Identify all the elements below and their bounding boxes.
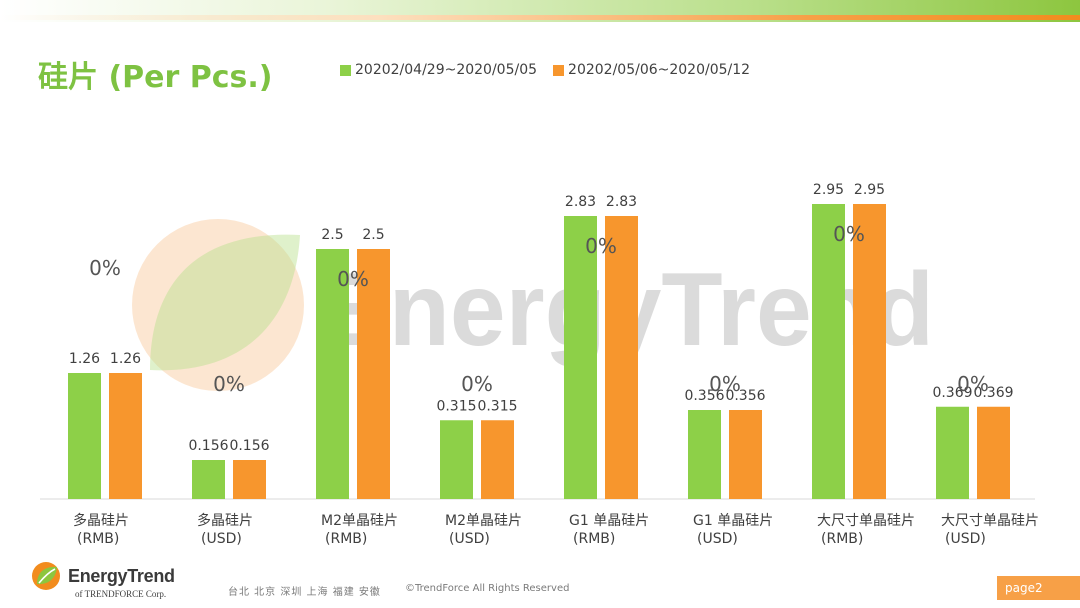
bar-series-1 <box>688 410 721 499</box>
x-tick-label-name: 多晶硅片 <box>73 512 129 529</box>
legend-item-series-2: 20202/05/06~2020/05/12 <box>553 62 750 78</box>
change-label: 0% <box>957 372 989 396</box>
bar-series-2 <box>109 373 142 499</box>
top-decoration-line <box>0 15 1080 20</box>
data-label-series-2: 1.26 <box>110 351 141 367</box>
bar-series-2 <box>233 460 266 499</box>
footer-logo-subtitle: of TRENDFORCE Corp. <box>75 589 167 599</box>
data-label-series-2: 2.83 <box>606 194 637 210</box>
data-label-series-1: 2.5 <box>321 227 343 243</box>
bar-series-2 <box>977 406 1010 499</box>
bar-chart: EnergyTrend1.261.260%多晶硅片(RMB)0.1560.156… <box>40 182 1039 547</box>
footer-copyright: ©TrendForce All Rights Reserved <box>405 583 570 594</box>
bar-series-2 <box>605 216 638 499</box>
legend-swatch-green <box>340 64 351 76</box>
x-tick-label-name: G1 单晶硅片 <box>693 513 773 529</box>
footer-cities: 台北 北京 深圳 上海 福建 安徽 <box>228 587 381 598</box>
data-label-series-1: 0.315 <box>436 398 476 414</box>
change-label: 0% <box>89 256 121 280</box>
data-label-series-2: 0.315 <box>477 398 517 414</box>
legend-label-series-1: 20202/04/29~2020/05/05 <box>355 62 538 78</box>
change-label: 0% <box>337 267 369 291</box>
change-label: 0% <box>709 372 741 396</box>
x-tick-label-unit: (USD) <box>201 531 242 547</box>
data-label-series-2: 2.95 <box>854 182 885 198</box>
x-tick-label-unit: (USD) <box>945 531 986 547</box>
bar-series-1 <box>564 216 597 499</box>
data-label-series-2: 0.356 <box>725 388 765 404</box>
x-tick-label-name: 大尺寸单晶硅片 <box>941 513 1039 529</box>
x-tick-label-unit: (RMB) <box>821 531 863 547</box>
x-tick-label-unit: (RMB) <box>573 531 615 547</box>
x-tick-label-unit: (USD) <box>449 531 490 547</box>
change-label: 0% <box>461 372 493 396</box>
footer-logo: EnergyTrend <box>30 560 175 592</box>
data-label-series-1: 0.356 <box>684 388 724 404</box>
data-label-series-1: 2.95 <box>813 182 844 198</box>
data-label-series-1: 2.83 <box>565 194 596 210</box>
x-tick-label-name: 多晶硅片 <box>197 512 253 529</box>
bar-series-1 <box>936 406 969 499</box>
legend-item-series-1: 20202/04/29~2020/05/05 <box>340 62 537 78</box>
watermark-leaf <box>150 234 300 371</box>
change-label: 0% <box>833 222 865 246</box>
energytrend-leaf-icon <box>32 562 60 590</box>
x-tick-label-unit: (RMB) <box>325 531 367 547</box>
page-title: 硅片 (Per Pcs.) <box>38 60 273 95</box>
data-label-series-2: 2.5 <box>362 227 384 243</box>
page-number-badge: page2 <box>997 576 1080 600</box>
bar-series-2 <box>481 420 514 499</box>
bar-series-1 <box>812 204 845 499</box>
x-tick-label-unit: (USD) <box>697 531 738 547</box>
chart-legend: 20202/04/29~2020/05/05 20202/05/06~2020/… <box>340 62 750 78</box>
footer-logo-text: EnergyTrend <box>68 565 175 586</box>
watermark-circle <box>132 219 304 391</box>
bar-series-2 <box>729 410 762 499</box>
bar-series-1 <box>192 460 225 499</box>
change-label: 0% <box>585 234 617 258</box>
data-label-series-2: 0.369 <box>973 385 1013 401</box>
x-tick-label-name: G1 单晶硅片 <box>569 513 649 529</box>
bar-series-1 <box>68 373 101 499</box>
data-label-series-2: 0.156 <box>229 438 269 454</box>
legend-swatch-orange <box>553 64 565 76</box>
x-tick-label-name: M2单晶硅片 <box>445 513 522 529</box>
x-tick-label-name: M2单晶硅片 <box>321 513 398 529</box>
x-tick-label-unit: (RMB) <box>77 531 119 547</box>
data-label-series-1: 0.156 <box>188 438 228 454</box>
data-label-series-1: 0.369 <box>932 385 972 401</box>
legend-label-series-2: 20202/05/06~2020/05/12 <box>568 62 751 78</box>
x-tick-label-name: 大尺寸单晶硅片 <box>817 513 915 529</box>
bar-series-1 <box>440 420 473 499</box>
bar-series-1 <box>316 249 349 499</box>
bar-series-2 <box>357 249 390 499</box>
data-label-series-1: 1.26 <box>69 351 100 367</box>
change-label: 0% <box>213 372 245 396</box>
bar-series-2 <box>853 204 886 499</box>
